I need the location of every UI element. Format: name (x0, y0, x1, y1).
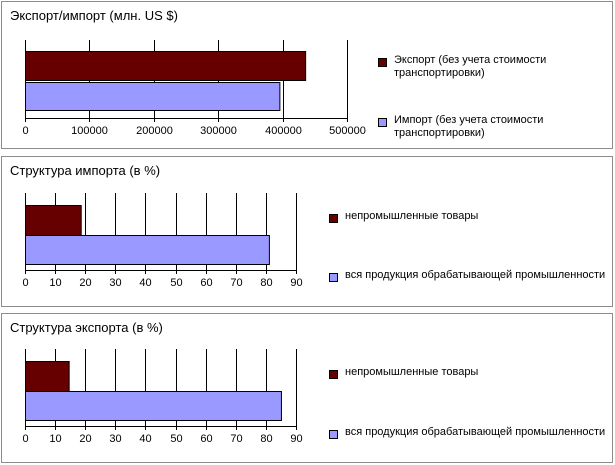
legend-swatch (329, 273, 338, 282)
bar (25, 205, 82, 236)
chart-title: Структура экспорта (в %) (10, 320, 163, 335)
legend-swatch (329, 370, 338, 379)
chart-title: Экспорт/импорт (млн. US $) (10, 8, 178, 23)
x-tick-label: 300000 (200, 125, 237, 137)
legend-item: Импорт (без учета стоимости транспортиро… (378, 114, 564, 140)
legend-swatch (329, 214, 338, 223)
x-tick-label: 50 (170, 277, 182, 289)
x-tick-label: 80 (260, 277, 272, 289)
bar (25, 51, 307, 81)
bar (25, 361, 70, 392)
x-tick-label: 20 (79, 277, 91, 289)
x-tick-label: 40 (139, 433, 151, 445)
x-tick-label: 90 (290, 433, 302, 445)
legend-swatch (378, 58, 387, 67)
x-tick-label: 90 (290, 277, 302, 289)
x-tick-label: 70 (230, 433, 242, 445)
x-tick-label: 80 (260, 433, 272, 445)
bar (25, 391, 282, 421)
x-tick-label: 0 (22, 433, 28, 445)
chart-panel-export-structure: Структура экспорта (в %) 0 10 20 30 40 50 60 70… (1, 313, 613, 463)
x-tick-label: 100000 (71, 125, 108, 137)
legend-label: вся продукция обрабатывающей промышленно… (345, 426, 606, 438)
legend-label: Импорт (без учета стоимости транспортиро… (394, 114, 544, 139)
x-tick-label: 0 (22, 125, 28, 137)
legend-item: непромышленные товары (329, 366, 478, 379)
x-tick-label: 400000 (265, 125, 302, 137)
legend-item: вся продукция обрабатывающей промышленно… (329, 269, 605, 282)
chart-plot: 0 10 20 30 40 50 60 70 80 90 (22, 193, 303, 289)
chart-panel-export-import: Экспорт/импорт (млн. US $) 0 100000 200000… (1, 1, 613, 149)
x-tick-label: 30 (109, 433, 121, 445)
legend-swatch (378, 118, 387, 127)
legend-label: непромышленные товары (345, 210, 479, 222)
bar (25, 235, 270, 265)
x-tick-label: 0 (22, 277, 28, 289)
chart-panel-import-structure: Структура импорта (в %) 0 10 20 30 40 50 60 70 8… (1, 156, 613, 307)
x-tick-label: 20 (79, 433, 91, 445)
legend-label: непромышленные товары (345, 366, 479, 378)
chart-plot: 0 10 20 30 40 50 60 70 80 90 (22, 349, 303, 445)
legend-item: непромышленные товары (329, 210, 478, 223)
bar (25, 82, 281, 111)
x-tick-label: 70 (230, 277, 242, 289)
chart-title: Структура импорта (в %) (10, 163, 161, 178)
x-tick-label: 10 (49, 277, 61, 289)
x-tick-label: 30 (109, 277, 121, 289)
x-tick-label: 60 (200, 433, 212, 445)
x-tick-label: 500000 (329, 125, 366, 137)
x-tick-label: 50 (170, 433, 182, 445)
chart-plot: 0 100000 200000 300000 400000 500000 (22, 40, 366, 137)
x-tick-label: 200000 (136, 125, 173, 137)
legend-item: Экспорт (без учета стоимости транспортир… (378, 54, 564, 80)
legend-label: вся продукция обрабатывающей промышленно… (345, 269, 606, 281)
x-tick-label: 60 (200, 277, 212, 289)
legend-label: Экспорт (без учета стоимости транспортир… (394, 54, 547, 79)
x-tick-label: 40 (139, 277, 151, 289)
legend-item: вся продукция обрабатывающей промышленно… (329, 426, 605, 439)
legend-swatch (329, 430, 338, 439)
x-tick-label: 10 (49, 433, 61, 445)
